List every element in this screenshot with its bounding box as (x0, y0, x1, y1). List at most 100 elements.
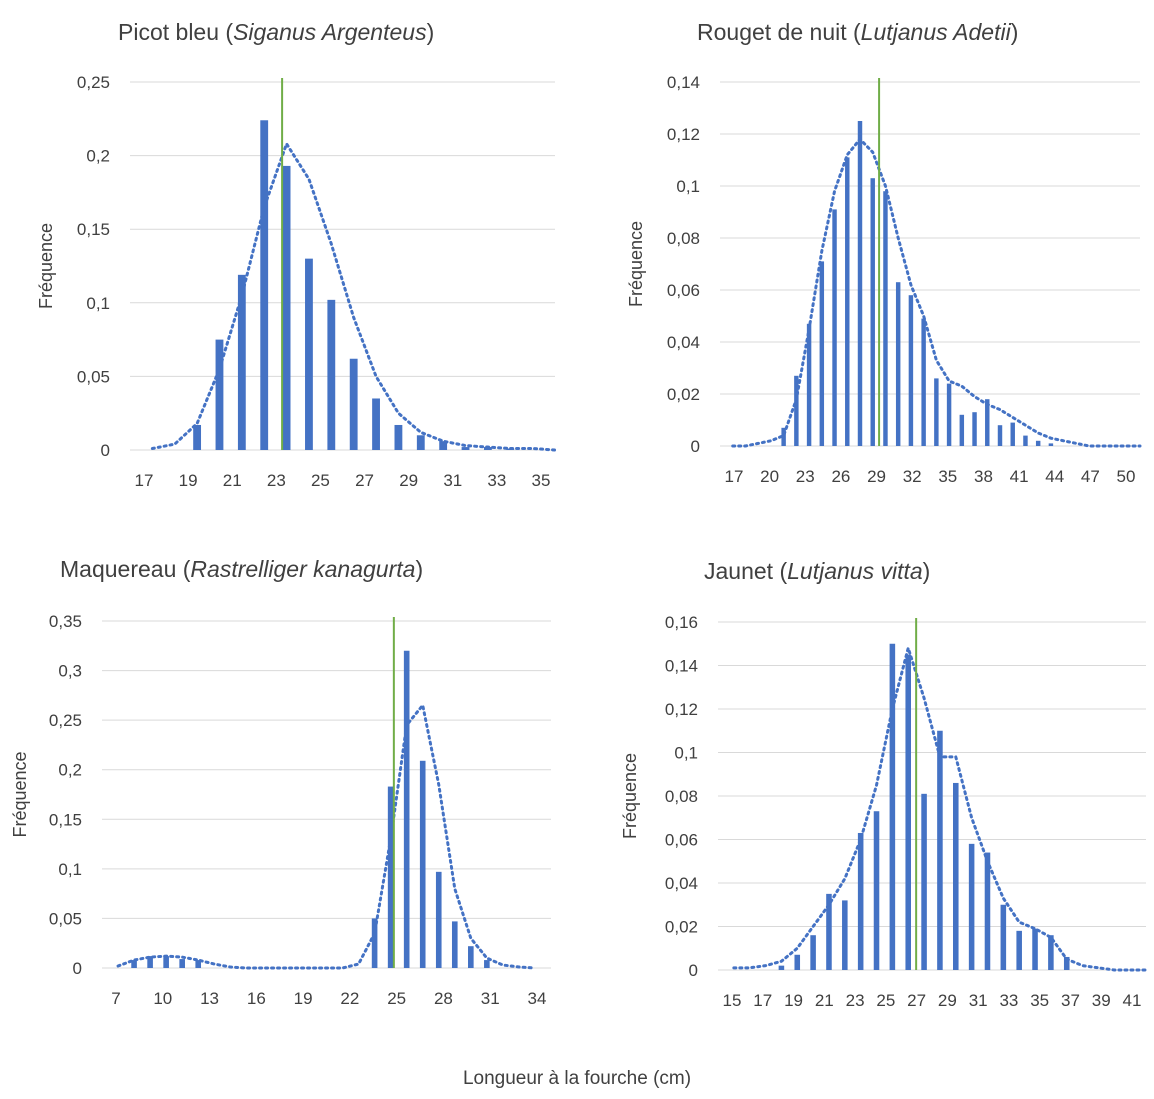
x-tick-label: 23 (796, 467, 815, 486)
bar (461, 447, 470, 450)
bar (1023, 435, 1028, 446)
bar (889, 643, 896, 970)
bar (439, 441, 448, 450)
chart-title: Picot bleu (Siganus Argenteus) (118, 19, 434, 45)
bar (195, 960, 202, 968)
bar (349, 358, 358, 450)
x-tick-label: 50 (1117, 467, 1136, 486)
x-tick-label: 19 (784, 991, 803, 1010)
x-tick-label: 23 (846, 991, 865, 1010)
x-tick-label: 21 (223, 471, 242, 490)
y-tick-label: 0,1 (86, 294, 110, 313)
y-tick-label: 0,02 (665, 918, 698, 937)
y-tick-label: 0,14 (665, 657, 698, 676)
bar (484, 960, 490, 968)
bar (147, 956, 153, 968)
y-tick-label: 0,04 (665, 874, 698, 893)
chart-title-text: Rouget de nuit ( (697, 19, 861, 45)
chart-title-end: ) (415, 556, 423, 582)
bar (1010, 422, 1015, 446)
y-tick-label: 0,06 (665, 831, 698, 850)
y-tick-label: 0,1 (58, 860, 82, 879)
x-tick-label: 19 (179, 471, 198, 490)
bar (387, 786, 394, 968)
x-tick-label: 31 (443, 471, 462, 490)
x-tick-label: 28 (434, 989, 453, 1008)
bar (937, 730, 943, 970)
y-tick-label: 0,1 (674, 744, 698, 763)
bar (1048, 935, 1054, 970)
y-tick-label: 0,15 (77, 220, 110, 239)
y-tick-label: 0,05 (49, 909, 82, 928)
y-tick-label: 0,06 (667, 281, 700, 300)
bar (371, 918, 378, 968)
bar (968, 843, 975, 970)
x-tick-label: 10 (153, 989, 172, 1008)
y-tick-label: 0,2 (86, 147, 110, 166)
x-tick-label: 17 (725, 467, 744, 486)
shared-x-axis-label: Longueur à la fourche (cm) (462, 1068, 692, 1089)
bar (451, 921, 458, 968)
y-tick-label: 0 (73, 959, 82, 978)
bar (468, 946, 474, 968)
bar (394, 424, 403, 450)
x-tick-label: 47 (1081, 467, 1100, 486)
bar (419, 760, 426, 968)
bar (895, 282, 901, 446)
x-tick-label: 27 (355, 471, 374, 490)
bar (403, 650, 410, 968)
chart-title: Maquereau (Rastrelliger kanagurta) (60, 556, 423, 582)
y-tick-label: 0 (689, 961, 698, 980)
bar (921, 318, 926, 446)
bar (873, 811, 880, 970)
trendline (732, 642, 1148, 972)
x-tick-label: 38 (974, 467, 993, 486)
bar (934, 378, 939, 446)
bar (946, 383, 952, 446)
x-tick-label: 16 (247, 989, 266, 1008)
bar (921, 793, 927, 970)
chart-picot-bleu: Picot bleu (Siganus Argenteus) 0 0,05 0,1 0,… (36, 19, 557, 490)
y-tick-label: 0,1 (676, 177, 700, 196)
x-tick-label: 15 (723, 991, 742, 1010)
x-tick-label: 32 (903, 467, 922, 486)
y-tick-label: 0,02 (667, 385, 700, 404)
chart-title-species: Rastrelliger kanagurta (190, 556, 415, 582)
y-tick-label: 0,14 (667, 73, 700, 92)
chart-title: Rouget de nuit (Lutjanus Adetii) (697, 19, 1018, 45)
x-tick-label: 29 (399, 471, 418, 490)
y-tick-label: 0,25 (49, 711, 82, 730)
x-tick-label: 21 (815, 991, 834, 1010)
bar (1048, 443, 1054, 446)
y-axis-label: Fréquence (36, 223, 56, 309)
bar (778, 965, 785, 970)
bar (179, 959, 185, 968)
x-tick-label: 23 (267, 471, 286, 490)
bar (883, 191, 888, 446)
bar (959, 414, 965, 446)
bar (305, 258, 313, 450)
bar (781, 427, 786, 446)
y-tick-label: 0,05 (77, 367, 110, 386)
bar (953, 782, 959, 970)
bar (193, 424, 202, 450)
chart-jaunet: Jaunet (Lutjanus vitta) 0 0,02 0,04 0,06 0,08… (620, 558, 1148, 1010)
bar (905, 654, 911, 970)
x-tick-label: 17 (753, 991, 772, 1010)
bar (857, 832, 864, 970)
x-tick-label: 31 (481, 989, 500, 1008)
y-axis-label: Fréquence (626, 221, 646, 307)
x-tick-label: 37 (1061, 991, 1080, 1010)
chart-title-species: Siganus Argenteus (233, 19, 427, 45)
y-tick-label: 0,08 (665, 787, 698, 806)
x-tick-label: 29 (867, 467, 886, 486)
y-tick-label: 0 (691, 437, 700, 456)
y-tick-label: 0,25 (77, 73, 110, 92)
bar (282, 165, 291, 451)
x-tick-label: 33 (487, 471, 506, 490)
x-tick-label: 35 (532, 471, 551, 490)
trendline (116, 701, 537, 970)
y-tick-label: 0,12 (667, 125, 700, 144)
bar (832, 209, 837, 446)
